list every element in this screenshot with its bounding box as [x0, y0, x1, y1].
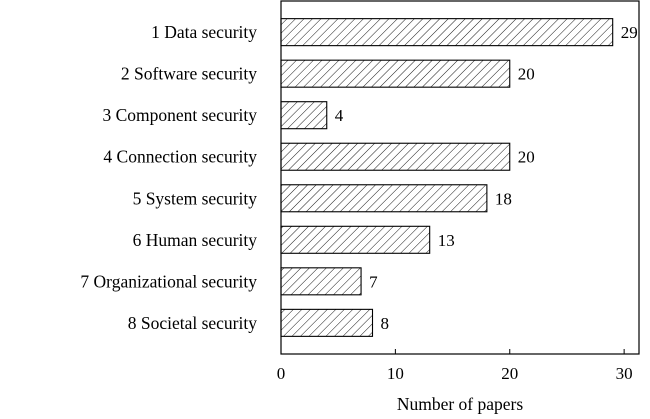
category-label: 6 Human security — [133, 230, 258, 250]
x-tick-label: 0 — [277, 364, 286, 383]
plot-area-frame — [280, 0, 640, 355]
x-axis-ticks: 0 10 20 30 — [277, 349, 633, 383]
bar — [280, 18, 614, 47]
data-label: 20 — [518, 65, 535, 84]
category-label: 7 Organizational security — [80, 271, 257, 291]
category-label: 8 Societal security — [128, 313, 258, 333]
category-label: 4 Connection security — [103, 147, 257, 167]
data-label: 13 — [438, 231, 455, 250]
data-label: 4 — [335, 106, 344, 125]
x-tick-label: 10 — [387, 364, 404, 383]
bar — [280, 142, 511, 171]
category-label: 5 System security — [133, 188, 258, 208]
bars-group — [280, 18, 614, 337]
data-label: 29 — [621, 23, 638, 42]
bar — [280, 308, 374, 337]
category-label: 3 Component security — [102, 105, 257, 125]
category-label: 2 Software security — [121, 64, 257, 84]
data-label: 7 — [369, 272, 378, 291]
category-labels: 1 Data security 2 Software security 3 Comp… — [80, 22, 257, 333]
x-tick-label: 30 — [616, 364, 633, 383]
data-label: 20 — [518, 148, 535, 167]
bar — [280, 101, 328, 130]
bar — [280, 267, 362, 296]
category-label: 1 Data security — [151, 22, 257, 42]
bar — [280, 184, 488, 213]
x-axis-label: Number of papers — [397, 394, 524, 414]
bar — [280, 59, 511, 88]
data-label: 8 — [381, 314, 390, 333]
x-tick-label: 20 — [501, 364, 518, 383]
bar — [280, 225, 431, 254]
data-labels: 29 20 4 20 18 13 7 8 — [335, 23, 638, 333]
data-label: 18 — [495, 189, 512, 208]
